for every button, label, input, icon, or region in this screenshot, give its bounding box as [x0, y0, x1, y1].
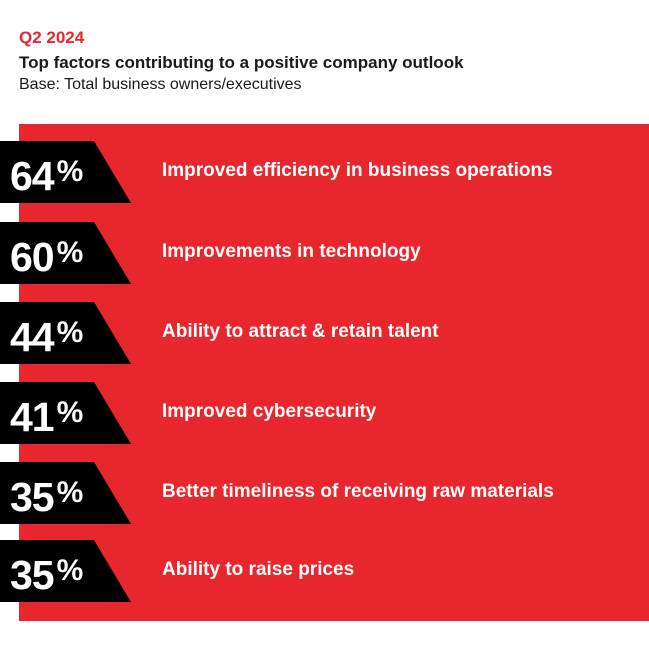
- factor-label: Improved cybersecurity: [162, 401, 377, 422]
- factor-label: Improvements in technology: [162, 241, 421, 262]
- percent-sign: %: [56, 476, 84, 509]
- red-panel: [19, 124, 649, 621]
- percent-value: 60%: [10, 229, 83, 281]
- factor-row: 35% Better timeliness of receiving raw ma…: [0, 462, 649, 524]
- percent-value: 41%: [10, 389, 83, 441]
- percent-number: 44: [10, 314, 55, 360]
- factor-label: Ability to raise prices: [162, 559, 355, 580]
- period-label: Q2 2024: [19, 28, 85, 47]
- percent-sign: %: [56, 554, 84, 587]
- percent-number: 35: [10, 552, 55, 598]
- factor-label: Improved efficiency in business operatio…: [162, 160, 553, 181]
- percent-value: 35%: [10, 547, 83, 599]
- factor-row: 44% Ability to attract & retain talent: [0, 302, 649, 364]
- factor-row: 60% Improvements in technology: [0, 222, 649, 284]
- percent-number: 64: [10, 153, 55, 199]
- factor-label: Ability to attract & retain talent: [162, 321, 439, 342]
- chart-header: Q2 2024 Top factors contributing to a po…: [19, 27, 639, 95]
- factor-label: Better timeliness of receiving raw mater…: [162, 481, 554, 502]
- percent-sign: %: [56, 236, 84, 269]
- percent-value: 64%: [10, 148, 83, 200]
- chart-title: Top factors contributing to a positive c…: [19, 53, 464, 72]
- percent-sign: %: [56, 396, 84, 429]
- percent-number: 35: [10, 474, 55, 520]
- percent-number: 41: [10, 394, 55, 440]
- factor-row: 35% Ability to raise prices: [0, 540, 649, 602]
- base-note: Base: Total business owners/executives: [19, 76, 302, 93]
- percent-number: 60: [10, 234, 55, 280]
- percent-value: 35%: [10, 469, 83, 521]
- factor-row: 64% Improved efficiency in business opera…: [0, 141, 649, 203]
- percent-sign: %: [56, 316, 84, 349]
- percent-sign: %: [56, 155, 84, 188]
- factor-row: 41% Improved cybersecurity: [0, 382, 649, 444]
- percent-value: 44%: [10, 309, 83, 361]
